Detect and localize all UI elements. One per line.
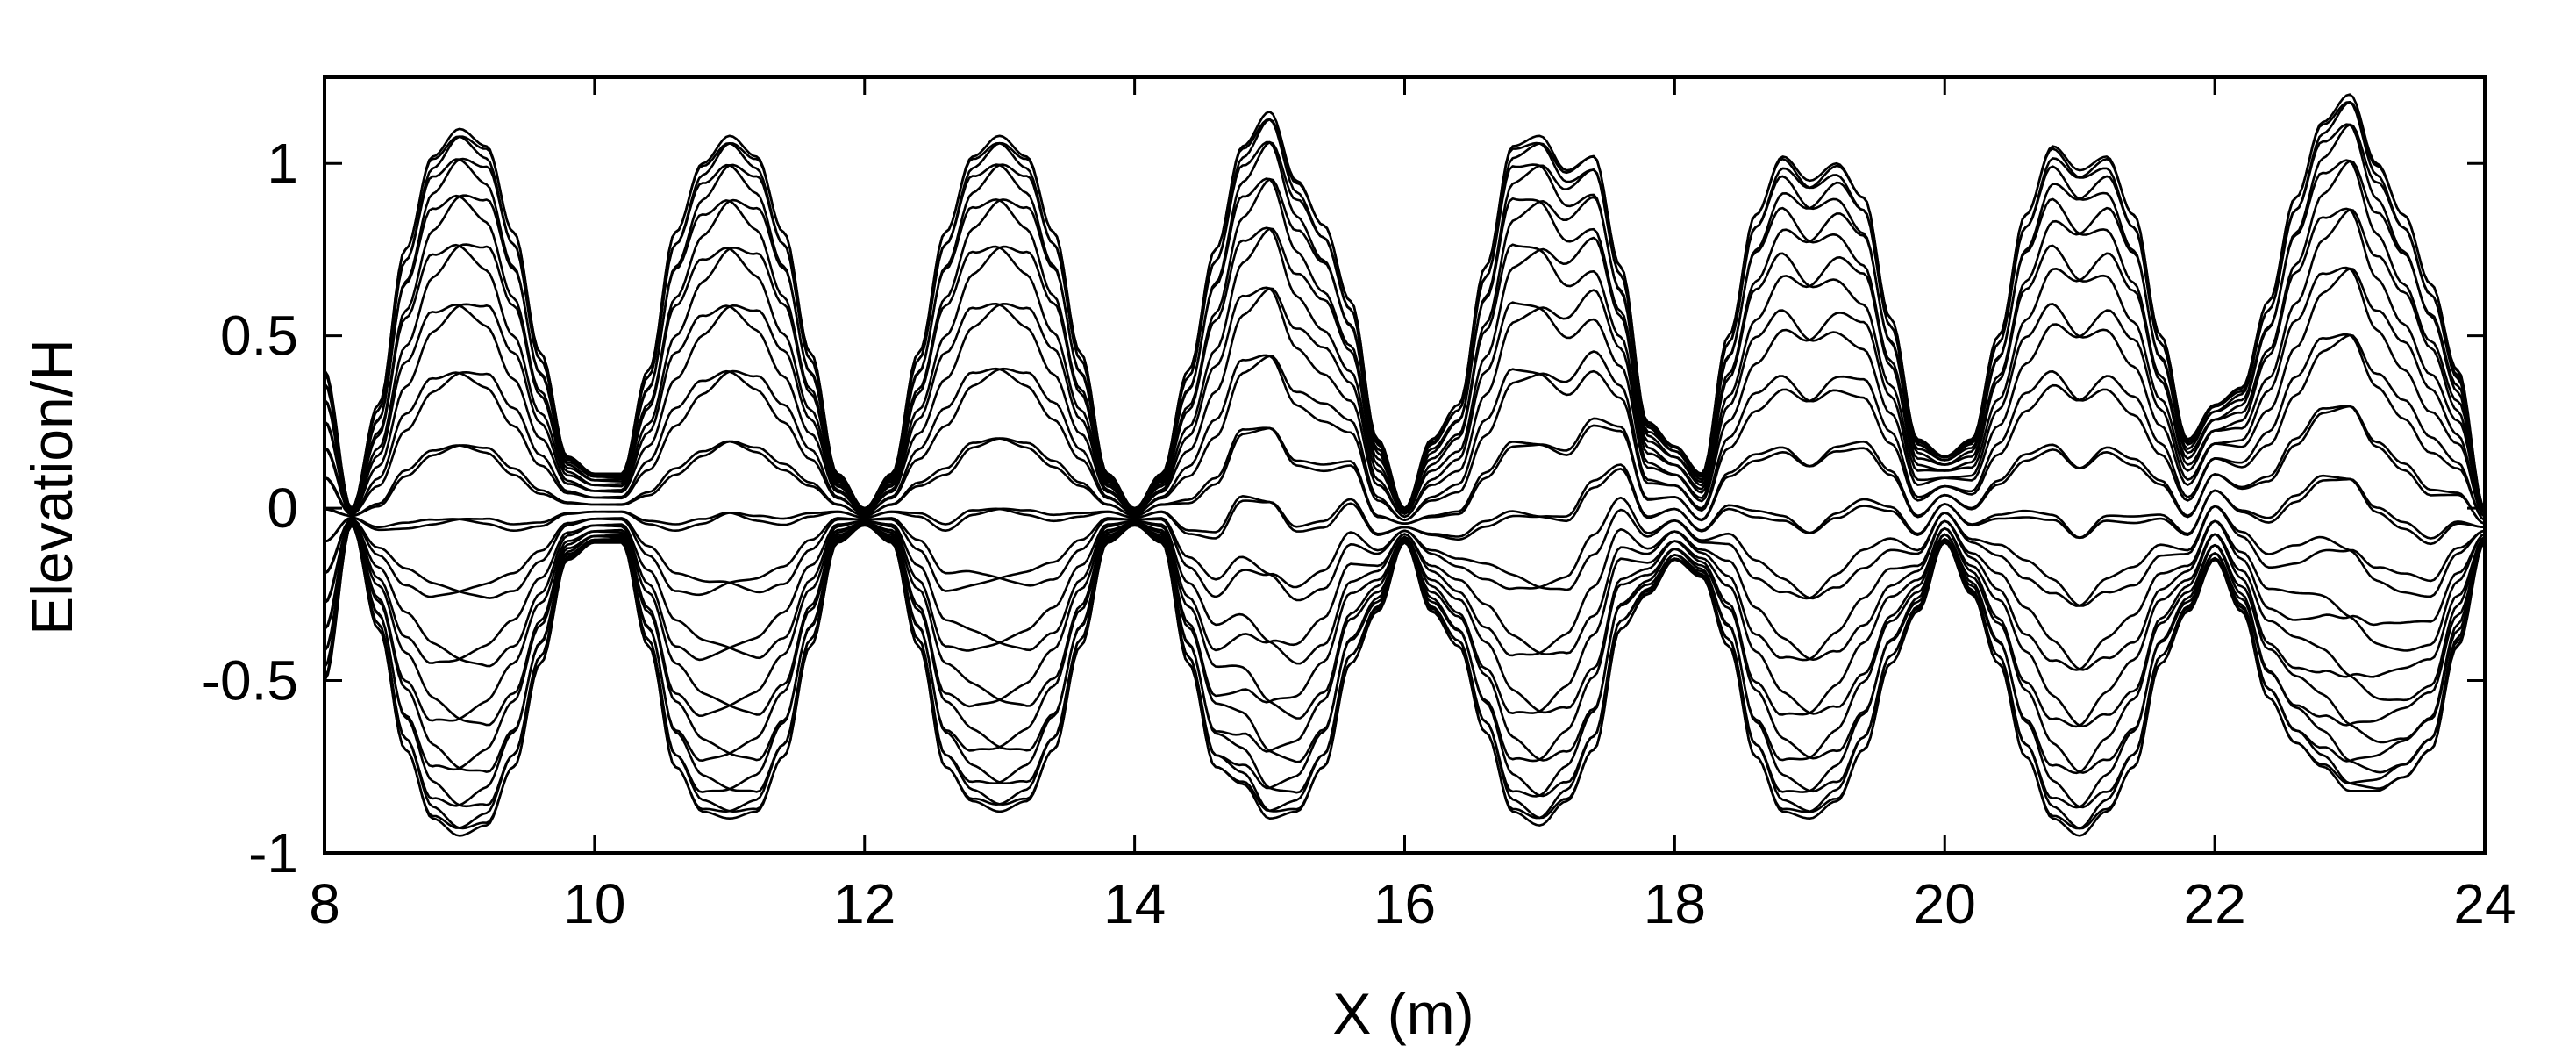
x-tick-label: 18 [1644, 872, 1706, 935]
x-tick-label: 16 [1374, 872, 1436, 935]
x-tick-label: 20 [1914, 872, 1976, 935]
x-tick-label: 22 [2184, 872, 2246, 935]
profile-line [324, 468, 2486, 546]
tick-labels: 8 10 12 14 16 18 20 22 24 -1 -0.5 0 0.5 1 [202, 132, 2516, 935]
profile-line [323, 101, 2487, 510]
y-tick-label: -0.5 [202, 649, 298, 713]
y-tick-label: 0 [267, 476, 298, 540]
x-tick-label: 8 [309, 872, 340, 935]
profile-line [323, 208, 2486, 515]
profile-line [323, 123, 2487, 512]
x-axis-title: X (m) [1332, 981, 1474, 1046]
y-tick-label: 1 [267, 132, 298, 195]
y-axis-title: Elevation/H [19, 339, 84, 635]
profile-line [323, 522, 2486, 774]
profile-line [323, 522, 2486, 775]
profile-line [324, 519, 2486, 671]
y-tick-label: 0.5 [220, 304, 298, 368]
x-tick-label: 12 [833, 872, 896, 935]
profile-line [323, 523, 2486, 809]
x-tick-label: 14 [1103, 872, 1166, 935]
x-tick-label: 24 [2453, 872, 2515, 935]
profile-line [324, 333, 2486, 521]
profile-line [323, 523, 2486, 809]
axis-ticks [323, 77, 2487, 855]
plot-frame [323, 75, 2487, 855]
profile-line [323, 123, 2487, 512]
profile-line [323, 160, 2487, 513]
profile-line [324, 207, 2486, 515]
profile-line [324, 505, 2486, 607]
profile-curves [323, 93, 2487, 837]
profile-line [324, 267, 2486, 519]
profile-line [323, 524, 2486, 837]
profile-line [323, 101, 2487, 510]
profile-line [323, 520, 2486, 727]
profile-line [324, 405, 2486, 525]
y-tick-label: -1 [248, 821, 298, 885]
x-tick-label: 10 [563, 872, 625, 935]
